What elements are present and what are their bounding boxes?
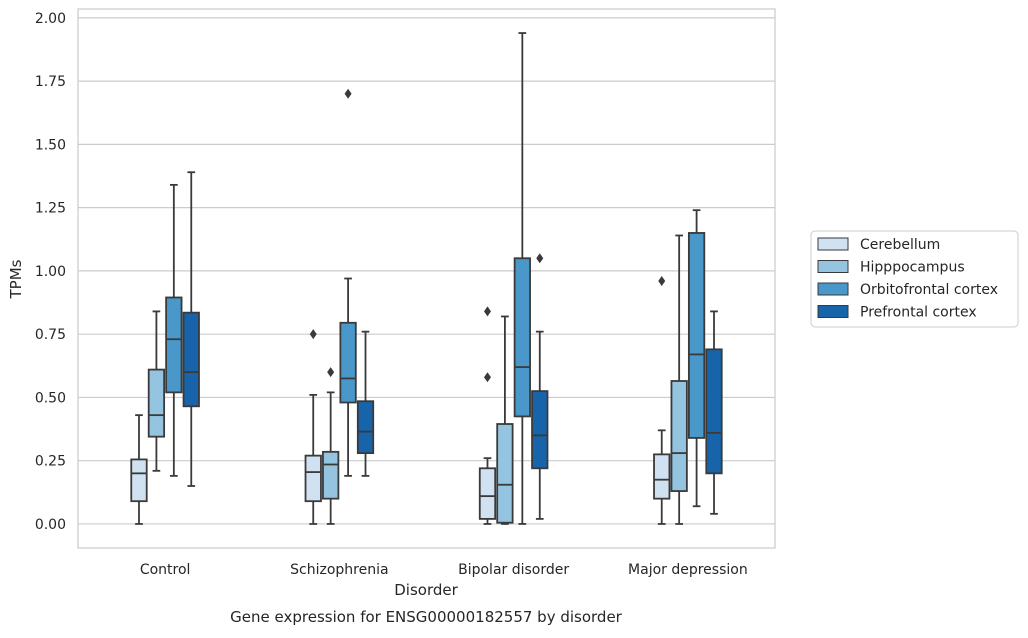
box-iqr xyxy=(513,257,531,418)
legend-swatch xyxy=(817,282,849,296)
box-iqr xyxy=(165,296,183,394)
outlier-point xyxy=(344,88,352,99)
box-hipppocampus xyxy=(147,310,166,472)
x-tick-label: Major depression xyxy=(628,562,748,578)
y-tick-label: 0.50 xyxy=(35,390,66,406)
y-tick-label: 0.25 xyxy=(35,454,66,470)
boxes xyxy=(130,32,723,525)
y-tick-label: 1.25 xyxy=(35,201,66,217)
box-orbitofrontal-cortex xyxy=(165,183,183,477)
legend-label: Orbitofrontal cortex xyxy=(860,282,998,298)
box-iqr xyxy=(496,423,514,524)
outlier-point xyxy=(483,306,491,317)
box-iqr xyxy=(705,348,723,475)
legend-swatch xyxy=(817,305,849,318)
box-iqr xyxy=(339,321,357,404)
box-prefrontal-cortex xyxy=(182,171,200,487)
box-iqr xyxy=(687,232,706,439)
x-tick-label: Bipolar disorder xyxy=(458,562,569,578)
y-tick-label: 2.00 xyxy=(35,11,66,27)
legend-label: Prefrontal cortex xyxy=(860,305,977,321)
outlier-point xyxy=(483,372,491,383)
x-tick-label: Control xyxy=(140,562,191,578)
outlier-point xyxy=(536,253,544,264)
y-tick-label: 1.50 xyxy=(35,137,66,153)
box-cerebellum xyxy=(304,329,322,525)
outlier-point xyxy=(327,367,335,378)
box-iqr xyxy=(356,400,375,455)
legend: Cerebellum Hipppocampus Orbitofrontal cort… xyxy=(810,230,1019,328)
box-prefrontal-cortex xyxy=(531,253,549,520)
x-tick-labels: Control Schizophrenia Bipolar disorder Majo… xyxy=(140,562,748,578)
outlier-point xyxy=(309,329,317,340)
legend-swatch xyxy=(817,237,849,251)
y-tick-label: 1.00 xyxy=(35,264,66,280)
chart-caption: Gene expression for ENSG00000182557 by d… xyxy=(230,608,623,626)
outlier-point xyxy=(658,276,666,287)
y-tick-label: 0.00 xyxy=(35,517,66,533)
box-orbitofrontal-cortex xyxy=(339,88,357,477)
y-axis-label: TPMs xyxy=(7,259,25,299)
box-iqr xyxy=(322,450,340,500)
box-iqr xyxy=(182,311,200,408)
box-iqr xyxy=(478,467,497,520)
legend-frame xyxy=(810,230,1019,328)
legend-swatch xyxy=(817,260,849,273)
box-hipppocampus xyxy=(670,234,688,525)
box-cerebellum xyxy=(478,306,497,525)
box-iqr xyxy=(147,368,166,438)
box-prefrontal-cortex xyxy=(356,330,375,477)
legend-label: Hipppocampus xyxy=(860,260,965,276)
plot-frame xyxy=(77,8,776,549)
box-hipppocampus xyxy=(496,315,514,525)
box-prefrontal-cortex xyxy=(705,310,723,515)
y-tick-label: 1.75 xyxy=(35,74,66,90)
box-hipppocampus xyxy=(322,367,340,525)
box-iqr xyxy=(304,454,322,503)
box-iqr xyxy=(670,380,688,492)
box-iqr xyxy=(531,390,549,470)
box-iqr xyxy=(653,453,671,500)
box-orbitofrontal-cortex xyxy=(513,32,531,525)
legend-label: Cerebellum xyxy=(860,237,940,253)
box-iqr xyxy=(130,458,148,503)
box-orbitofrontal-cortex xyxy=(687,209,706,508)
y-tick-label: 0.75 xyxy=(35,327,66,343)
box-cerebellum xyxy=(130,414,148,525)
y-tick-labels: 0.00 0.25 0.50 0.75 1.00 1.25 1.50 1.75 2.00 xyxy=(35,11,66,533)
x-axis-label: Disorder xyxy=(394,581,458,599)
x-tick-label: Schizophrenia xyxy=(290,562,388,578)
box-cerebellum xyxy=(653,276,671,525)
